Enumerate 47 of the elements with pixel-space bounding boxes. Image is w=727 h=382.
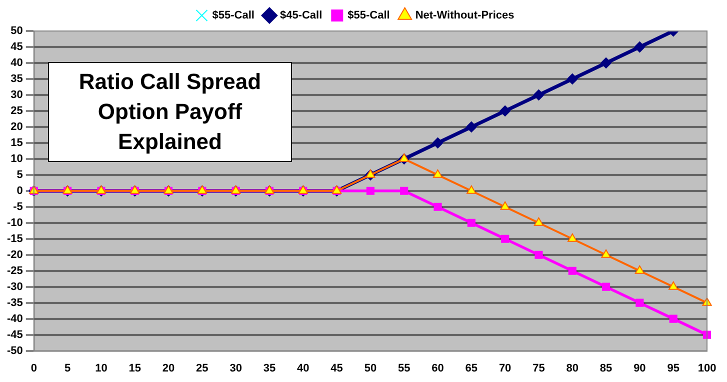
- y-tick-label: 0: [16, 184, 23, 197]
- x-tick-label: 40: [297, 362, 310, 374]
- x-tick-label: 25: [196, 362, 208, 374]
- x-tick-label: 50: [364, 362, 377, 374]
- x-tick-label: 10: [95, 362, 108, 374]
- y-tick-label: 45: [10, 41, 23, 54]
- y-tick-label: -15: [6, 232, 23, 245]
- y-tick-label: 5: [16, 168, 23, 181]
- x-tick-label: 60: [432, 362, 444, 374]
- y-tick-label: -20: [6, 248, 23, 261]
- x-tick-label: 55: [398, 362, 410, 374]
- x-tick-label: 95: [667, 362, 680, 374]
- y-tick-label: -35: [6, 296, 23, 309]
- y-tick-label: -50: [6, 344, 23, 357]
- x-tick-label: 100: [698, 362, 716, 374]
- y-tick-label: -45: [6, 328, 23, 341]
- x-tick-label: 70: [498, 362, 512, 374]
- y-tick-label: 25: [10, 104, 23, 117]
- x-tick-label: 30: [230, 362, 242, 374]
- y-tick-label: -25: [6, 264, 23, 277]
- x-tick-label: 65: [465, 362, 478, 374]
- legend-label: $45-Call: [280, 10, 322, 22]
- x-tick-label: 5: [64, 362, 71, 374]
- legend-label: Net-Without-Prices: [415, 10, 514, 22]
- x-tick-label: 15: [128, 362, 141, 374]
- x-tick-label: 85: [600, 362, 612, 374]
- y-tick-label: 20: [10, 120, 23, 133]
- x-tick-label: 35: [263, 362, 276, 374]
- x-tick-label: 45: [330, 362, 343, 374]
- y-tick-label: 35: [10, 73, 23, 85]
- legend-label: $55-Call: [212, 10, 254, 22]
- text: Ratio Call Spread Option Payoff Explained: [48, 62, 292, 162]
- x-tick-label: 75: [532, 362, 545, 374]
- x-tick-label: 80: [566, 362, 579, 374]
- x-tick-label: 90: [634, 362, 646, 374]
- y-tick-label: 30: [10, 88, 23, 101]
- y-tick-label: -40: [6, 312, 23, 325]
- y-tick-label: 50: [10, 25, 23, 38]
- y-tick-label: 40: [10, 57, 23, 70]
- y-tick-label: -5: [13, 200, 23, 213]
- x-tick-label: 0: [30, 362, 37, 374]
- x-tick-label: 20: [162, 362, 175, 374]
- y-tick-label: 10: [10, 152, 23, 165]
- y-tick-label: -30: [6, 280, 23, 293]
- y-tick-label: -10: [6, 216, 23, 229]
- legend-label: $55-Call: [348, 10, 390, 22]
- y-tick-label: 15: [10, 136, 23, 149]
